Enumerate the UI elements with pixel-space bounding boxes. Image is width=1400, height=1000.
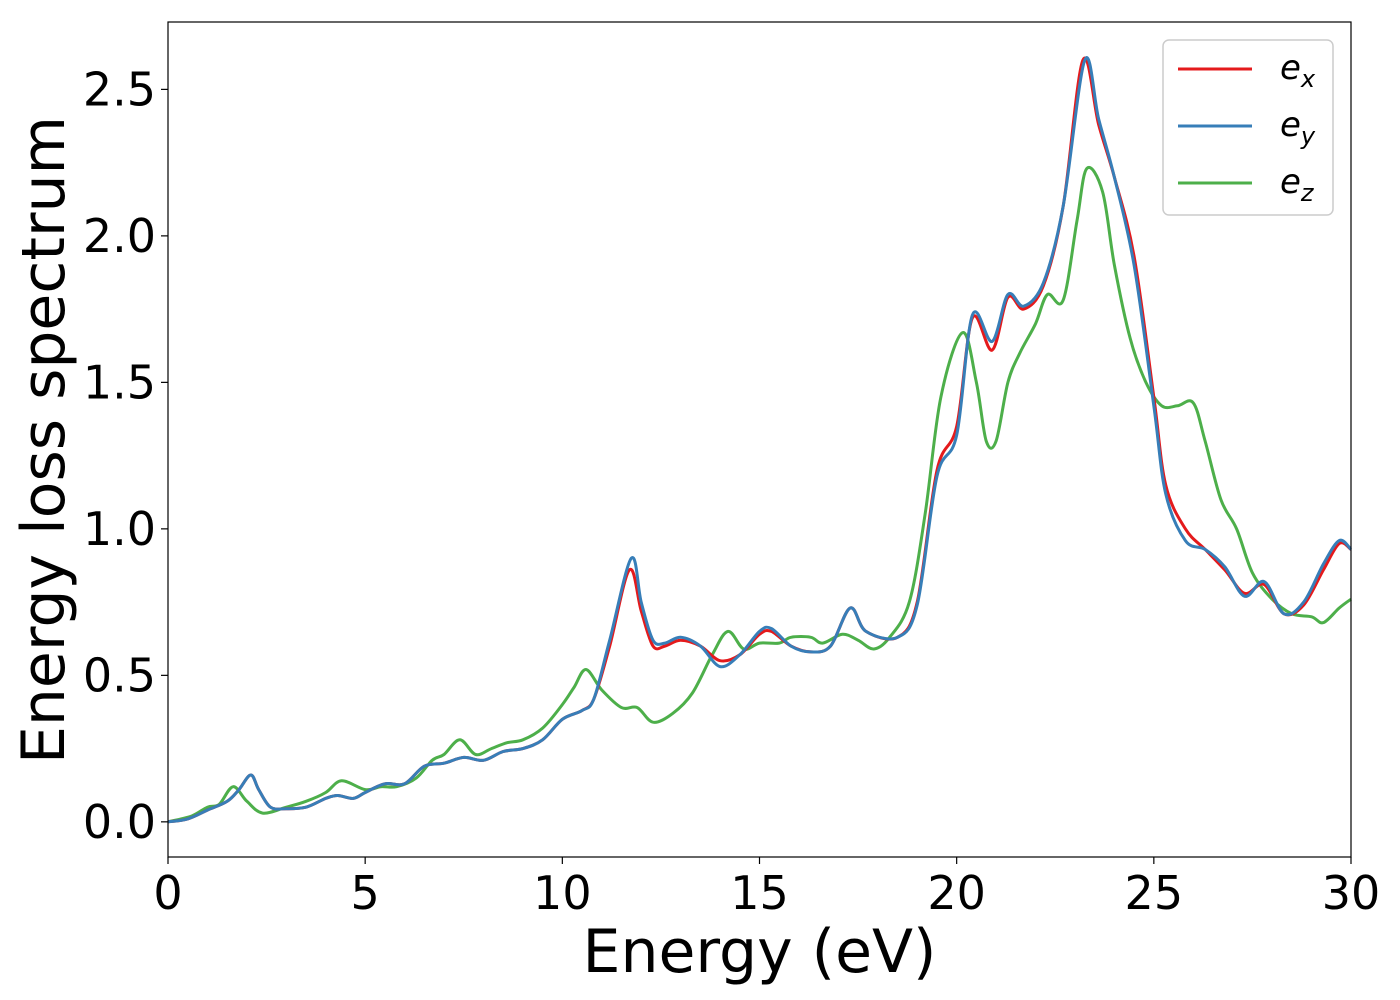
x-tick-label: 10 [533, 866, 592, 920]
x-tick-label: 20 [927, 866, 986, 920]
plot-frame [167, 21, 1352, 858]
legend-label-e-x: ex [1280, 48, 1316, 93]
x-tick-label: 25 [1125, 866, 1184, 920]
plot-lines [167, 56, 1353, 824]
x-tick-label: 15 [730, 866, 789, 920]
y-axis-title: Energy loss spectrum [9, 116, 79, 764]
y-tick-label: 1.5 [83, 355, 156, 409]
legend: ex ey ez [1162, 39, 1334, 216]
x-tick-label: 5 [351, 866, 380, 920]
y-tick-label: 1.0 [83, 502, 156, 556]
y-tick-label: 2.5 [83, 62, 156, 116]
x-axis-title: Energy (eV) [583, 917, 937, 987]
y-tick-label: 0.0 [83, 795, 156, 849]
series-line-e-y [167, 56, 1353, 824]
y-tick-label: 2.0 [83, 209, 156, 263]
plot-background [168, 22, 1351, 857]
legend-label-e-y: ey [1280, 105, 1316, 150]
x-axis-ticks: 0 5 10 15 20 25 30 [153, 857, 1380, 920]
x-tick-label: 0 [153, 866, 182, 920]
legend-label-e-z: ez [1280, 162, 1315, 207]
y-tick-label: 0.5 [83, 648, 156, 702]
x-tick-label: 30 [1322, 866, 1381, 920]
y-axis-ticks: 0.0 0.5 1.0 1.5 2.0 2.5 [83, 62, 168, 849]
